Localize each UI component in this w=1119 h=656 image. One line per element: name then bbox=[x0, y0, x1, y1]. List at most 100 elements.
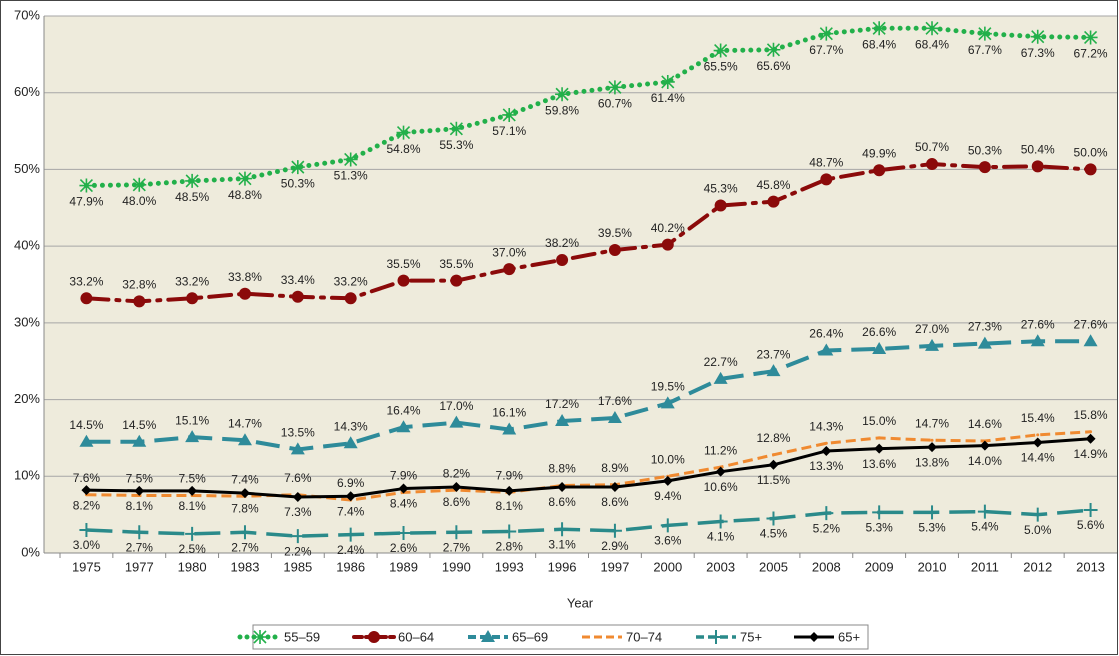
point bbox=[79, 522, 94, 537]
data-label: 33.2% bbox=[69, 274, 103, 288]
point bbox=[396, 125, 411, 140]
point bbox=[977, 504, 992, 519]
point bbox=[713, 371, 728, 384]
data-label: 8.1% bbox=[496, 499, 524, 513]
point bbox=[291, 290, 304, 303]
point bbox=[132, 177, 147, 192]
data-label: 14.9% bbox=[1074, 447, 1108, 461]
data-label: 22.7% bbox=[704, 355, 738, 369]
legend-box bbox=[252, 624, 869, 650]
data-label: 32.8% bbox=[122, 278, 156, 292]
data-label: 67.2% bbox=[1074, 47, 1108, 61]
data-label: 5.0% bbox=[1024, 523, 1052, 537]
point bbox=[709, 630, 723, 644]
data-label: 45.3% bbox=[704, 182, 738, 196]
point bbox=[481, 630, 495, 642]
data-label: 23.7% bbox=[756, 347, 790, 361]
point bbox=[978, 161, 991, 174]
x-tick-label: 1985 bbox=[283, 559, 312, 574]
point bbox=[819, 506, 834, 521]
y-tick-label: 70% bbox=[14, 7, 40, 22]
data-label: 55.3% bbox=[439, 138, 473, 152]
point bbox=[343, 436, 358, 449]
point bbox=[397, 274, 410, 287]
series-line bbox=[86, 437, 1091, 499]
y-tick-label: 50% bbox=[14, 161, 40, 176]
point bbox=[660, 396, 675, 409]
data-label: 15.4% bbox=[1021, 411, 1055, 425]
data-label: 5.3% bbox=[865, 521, 893, 535]
data-label: 51.3% bbox=[334, 169, 368, 183]
data-label: 14.0% bbox=[968, 454, 1002, 468]
point bbox=[1030, 507, 1045, 522]
point bbox=[502, 107, 517, 122]
data-label: 12.8% bbox=[756, 431, 790, 445]
point bbox=[185, 430, 200, 443]
point bbox=[557, 482, 568, 493]
point bbox=[133, 295, 146, 308]
data-label: 35.5% bbox=[439, 257, 473, 271]
point bbox=[1030, 29, 1045, 44]
data-label: 67.7% bbox=[809, 43, 843, 57]
point bbox=[930, 438, 934, 442]
point bbox=[607, 80, 622, 95]
x-tick-label: 2008 bbox=[812, 559, 841, 574]
point bbox=[502, 422, 517, 435]
point bbox=[449, 525, 464, 540]
point bbox=[766, 511, 781, 526]
data-label: 50.4% bbox=[1021, 143, 1055, 157]
point bbox=[239, 488, 250, 499]
data-label: 3.6% bbox=[654, 534, 682, 548]
point bbox=[713, 514, 728, 529]
x-tick-label: 2003 bbox=[706, 559, 735, 574]
point bbox=[714, 199, 727, 212]
data-label: 50.3% bbox=[968, 143, 1002, 157]
data-label: 27.6% bbox=[1074, 317, 1108, 331]
data-label: 68.4% bbox=[915, 37, 949, 51]
data-label: 67.7% bbox=[968, 43, 1002, 57]
data-label: 33.8% bbox=[228, 270, 262, 284]
data-label: 7.9% bbox=[390, 469, 418, 483]
point bbox=[238, 287, 251, 300]
data-label: 11.5% bbox=[757, 473, 790, 487]
point bbox=[925, 505, 940, 520]
point bbox=[819, 343, 834, 356]
data-label: 8.1% bbox=[178, 499, 206, 513]
x-tick-label: 2009 bbox=[865, 559, 894, 574]
point bbox=[824, 441, 828, 445]
data-label: 14.3% bbox=[334, 419, 368, 433]
x-tick-label: 1990 bbox=[442, 559, 471, 574]
point bbox=[451, 482, 462, 493]
data-label: 19.5% bbox=[651, 380, 685, 394]
point bbox=[771, 453, 775, 457]
data-label: 2.7% bbox=[126, 540, 154, 554]
data-label: 5.2% bbox=[813, 521, 841, 535]
point bbox=[79, 434, 94, 447]
legend-label: 55–59 bbox=[284, 629, 320, 644]
x-tick-label: 2005 bbox=[759, 559, 788, 574]
point bbox=[187, 485, 198, 496]
data-label: 48.5% bbox=[175, 190, 209, 204]
point bbox=[713, 43, 728, 58]
point bbox=[81, 485, 92, 496]
data-label: 14.6% bbox=[968, 417, 1002, 431]
data-label: 10.0% bbox=[651, 452, 685, 466]
point bbox=[185, 173, 200, 188]
x-tick-label: 1986 bbox=[336, 559, 365, 574]
data-label: 5.6% bbox=[1077, 518, 1105, 532]
point bbox=[979, 440, 990, 451]
data-label: 2.5% bbox=[178, 542, 206, 556]
point bbox=[504, 485, 515, 496]
point bbox=[877, 436, 881, 440]
data-label: 7.4% bbox=[337, 504, 365, 518]
data-label: 16.4% bbox=[387, 403, 421, 417]
point bbox=[821, 445, 832, 456]
data-label: 2.8% bbox=[496, 540, 524, 554]
data-label: 37.0% bbox=[492, 245, 526, 259]
data-label: 15.0% bbox=[862, 414, 896, 428]
data-label: 4.5% bbox=[760, 527, 788, 541]
x-tick-label: 1989 bbox=[389, 559, 418, 574]
y-tick-label: 20% bbox=[14, 391, 40, 406]
legend-label: 70–74 bbox=[626, 629, 662, 644]
